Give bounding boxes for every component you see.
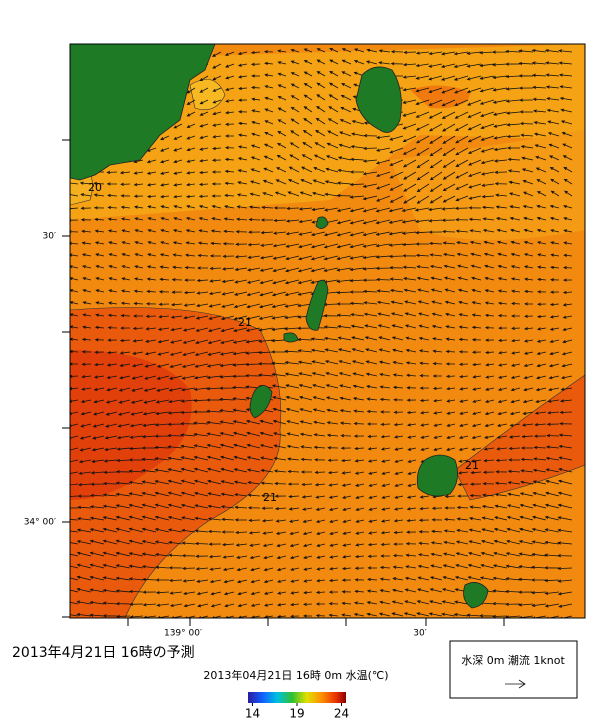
colorbar-tick-label: 14 [245, 707, 260, 721]
contour-label: 21 [465, 459, 479, 472]
colorbar-tick-label: 19 [289, 707, 304, 721]
legend-arrow [505, 679, 526, 689]
warm-zone [70, 350, 192, 500]
warm-zone [410, 85, 470, 109]
lat-label: 30′ [43, 232, 57, 242]
map-frame [69, 43, 586, 619]
land [70, 44, 216, 181]
island [305, 279, 329, 331]
lon-label: 30′ [413, 629, 427, 639]
island [315, 216, 329, 229]
island [355, 66, 402, 133]
forecast-title: 2013年4月21日 16時の予測 [12, 645, 195, 661]
contour-label: 21 [238, 316, 252, 329]
warm-zone [189, 79, 226, 111]
island [283, 332, 299, 343]
axis-ticks [62, 139, 505, 626]
colorbar-ticks: 14 19 24 [245, 703, 349, 721]
map-area [70, 44, 585, 618]
lat-label: 34° 00′ [24, 518, 56, 528]
colorbar-tick-label: 24 [334, 707, 349, 721]
colorbar [248, 692, 346, 703]
island [416, 454, 458, 497]
island [249, 385, 273, 419]
contour-label: 20 [88, 181, 102, 194]
island [463, 582, 489, 609]
colorbar-title: 2013年04月21日 16時 0m 水温(℃) [203, 668, 388, 682]
lon-label: 139° 00′ [164, 629, 202, 639]
contour-label: 21 [263, 491, 277, 504]
legend-text: 水深 0m 潮流 1knot [461, 653, 565, 667]
legend-box [449, 640, 578, 699]
